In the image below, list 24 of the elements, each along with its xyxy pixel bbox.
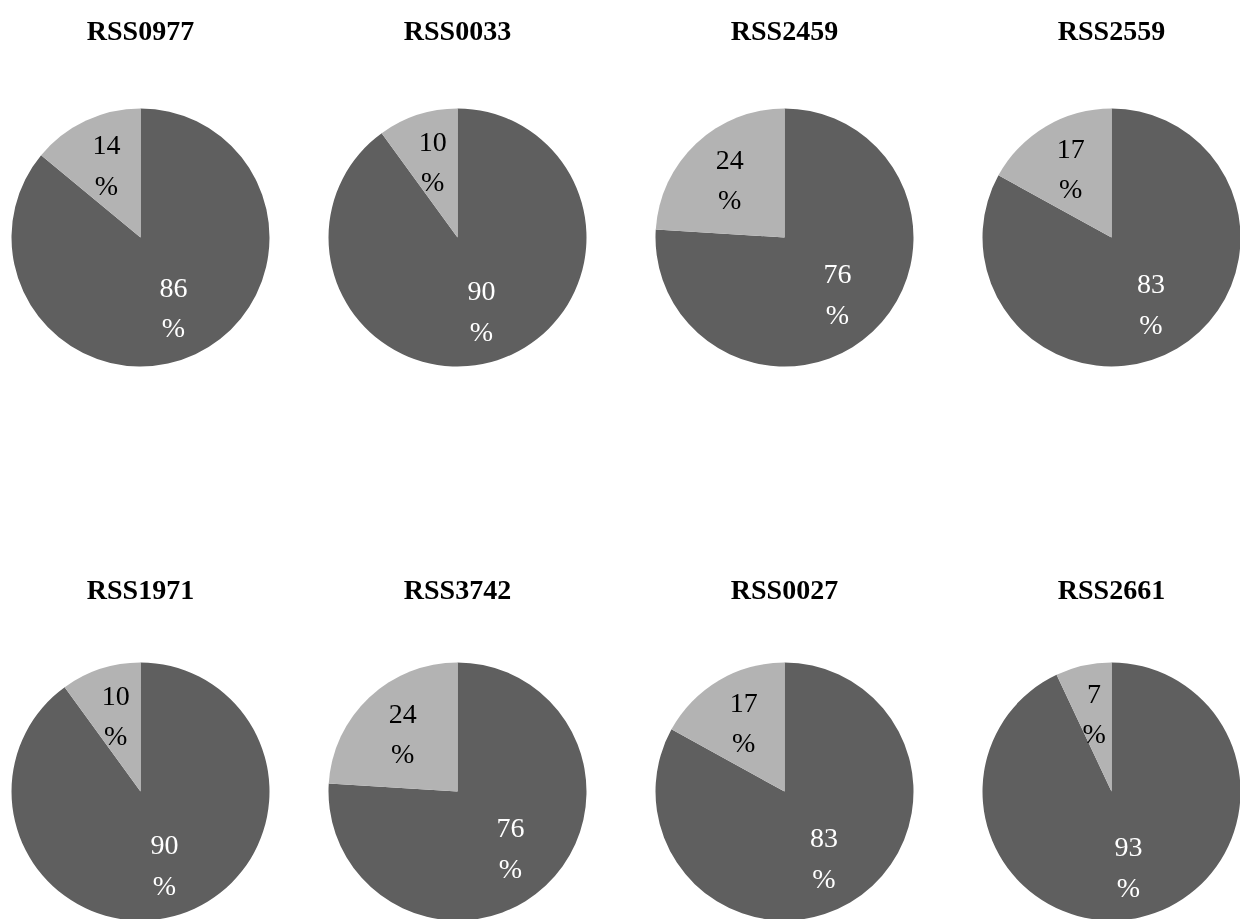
chart-title: RSS2661: [1057, 574, 1166, 605]
data-label: 24%: [388, 697, 417, 769]
data-label: 86%: [159, 271, 188, 344]
data-label: 17%: [1056, 133, 1085, 205]
chart-title: RSS0033: [403, 15, 512, 46]
chart-title: RSS0977: [86, 15, 195, 46]
data-label: 76%: [496, 812, 525, 884]
data-label: 7%: [1082, 677, 1106, 750]
data-label: 10%: [101, 679, 130, 752]
data-label: 83%: [809, 822, 838, 894]
data-label: 24%: [715, 143, 744, 215]
data-label: 10%: [418, 125, 447, 198]
data-label: 17%: [729, 687, 758, 759]
chart-title: RSS1971: [86, 574, 195, 605]
data-label: 76%: [823, 258, 852, 330]
chart-title: RSS3742: [403, 574, 512, 605]
chart-title: RSS0027: [730, 574, 839, 605]
data-label: 93%: [1114, 831, 1143, 903]
data-label: 90%: [467, 275, 496, 347]
chart-title: RSS2559: [1057, 15, 1166, 46]
data-label: 14%: [92, 129, 121, 201]
data-label: 90%: [150, 829, 179, 901]
chart-title: RSS2459: [730, 15, 839, 46]
data-label: 83%: [1136, 268, 1165, 340]
